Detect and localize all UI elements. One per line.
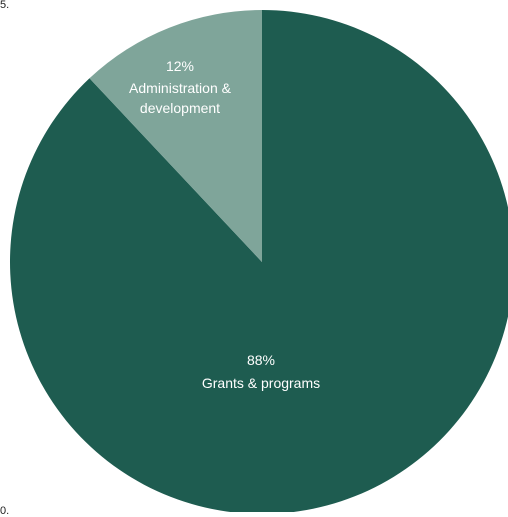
slice-label-admin-percent: 12%	[166, 58, 194, 74]
slice-label-grants-percent: 88%	[247, 352, 275, 368]
pie-slice-grants	[10, 10, 508, 512]
edge-text-bottom: 0.	[0, 505, 10, 517]
edge-text-top: 5.	[0, 0, 10, 11]
slice-label-admin-line2: development	[140, 100, 220, 116]
slice-label-admin-line1: Administration &	[129, 80, 232, 96]
slice-label-grants-name: Grants & programs	[202, 375, 320, 391]
pie-slice-admin	[89, 10, 262, 262]
